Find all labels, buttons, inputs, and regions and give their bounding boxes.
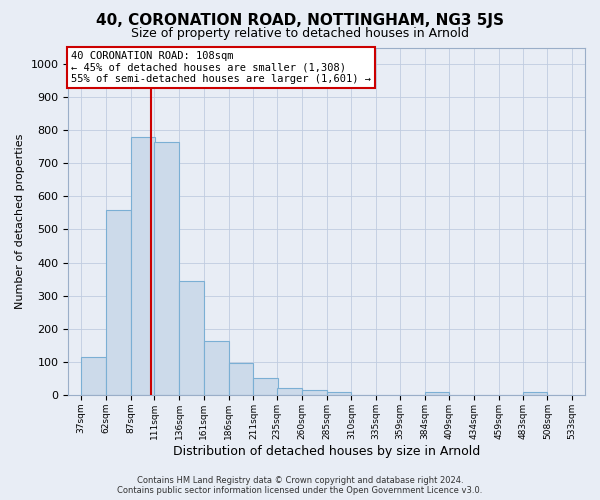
Text: Size of property relative to detached houses in Arnold: Size of property relative to detached ho… [131, 28, 469, 40]
Bar [253, 378, 278, 395]
Bar [154, 142, 179, 395]
Bar [131, 137, 155, 395]
Bar [326, 392, 352, 395]
Text: 40 CORONATION ROAD: 108sqm
← 45% of detached houses are smaller (1,308)
55% of s: 40 CORONATION ROAD: 108sqm ← 45% of deta… [71, 51, 371, 84]
Text: Contains HM Land Registry data © Crown copyright and database right 2024.
Contai: Contains HM Land Registry data © Crown c… [118, 476, 482, 495]
Text: 40, CORONATION ROAD, NOTTINGHAM, NG3 5JS: 40, CORONATION ROAD, NOTTINGHAM, NG3 5JS [96, 12, 504, 28]
Bar [106, 210, 131, 395]
Bar [229, 362, 253, 395]
Y-axis label: Number of detached properties: Number of detached properties [15, 134, 25, 309]
Bar [204, 342, 229, 395]
Bar [179, 281, 204, 395]
Bar [523, 392, 547, 395]
Bar [302, 390, 326, 395]
Bar [81, 357, 106, 395]
X-axis label: Distribution of detached houses by size in Arnold: Distribution of detached houses by size … [173, 444, 480, 458]
Bar [277, 388, 302, 395]
Bar [425, 392, 449, 395]
